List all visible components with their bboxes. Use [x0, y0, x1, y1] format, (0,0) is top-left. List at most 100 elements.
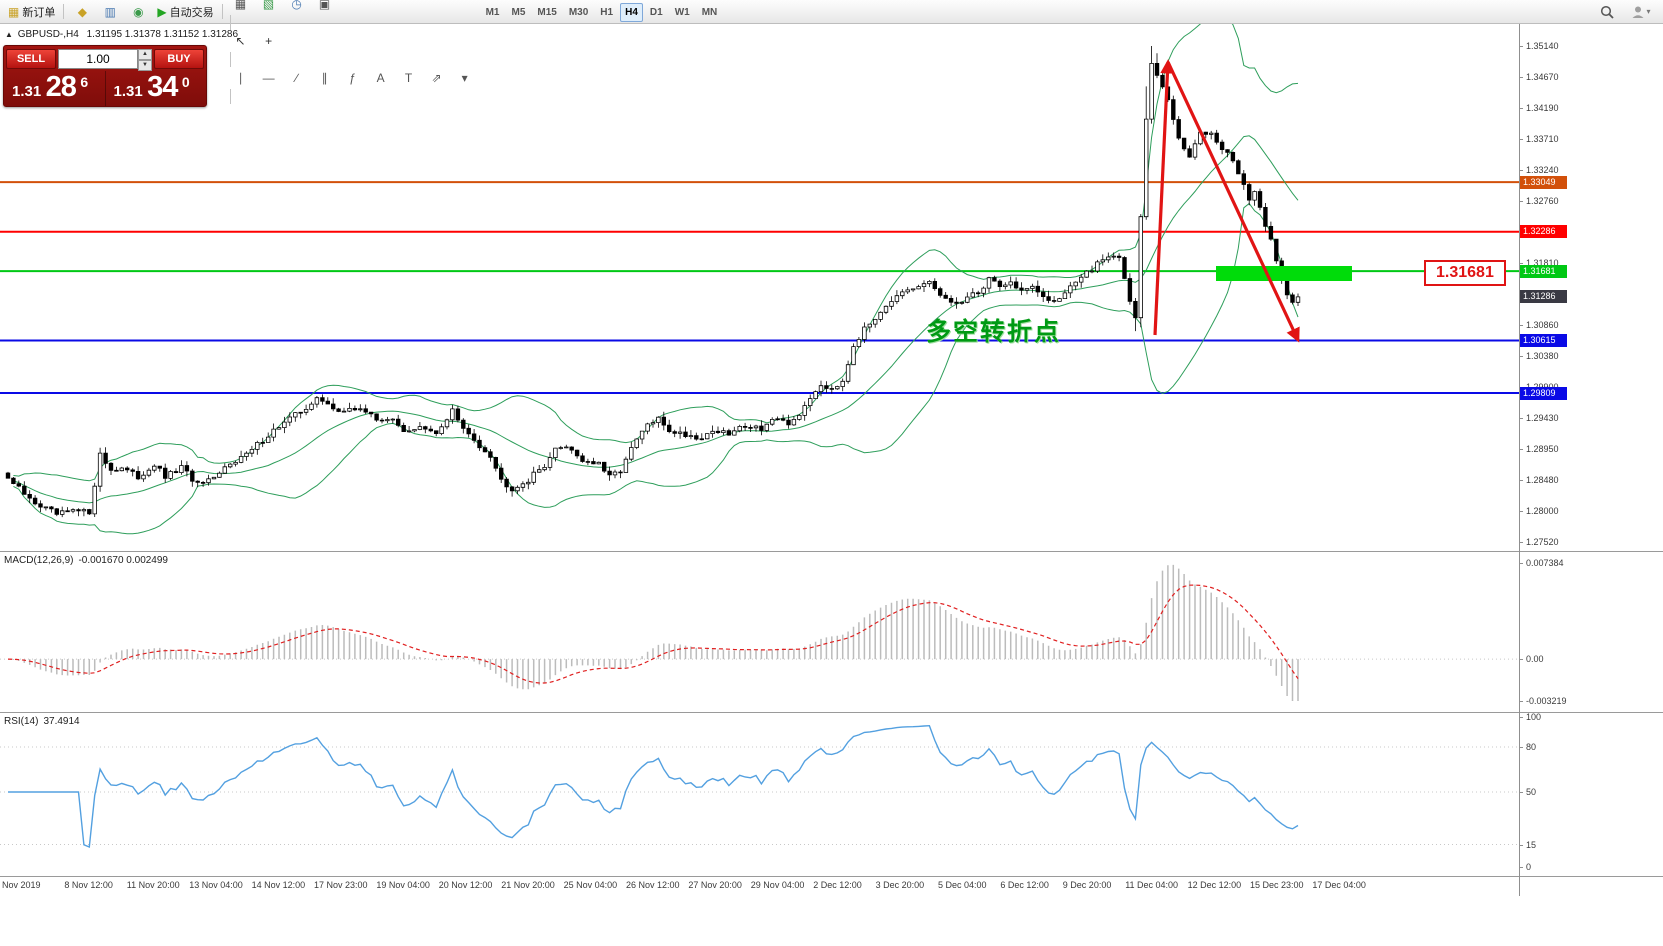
rsi-scale-label: 80 [1526, 742, 1537, 752]
sell-price-prefix: 1.31 [12, 82, 42, 100]
search-button[interactable] [1593, 1, 1621, 23]
timeframe-m30[interactable]: M30 [568, 6, 589, 18]
text-label-icon: T [404, 71, 413, 85]
red-arrow-up[interactable] [1153, 59, 1175, 336]
autotrade-label: 自动交易 [169, 6, 214, 19]
time-axis-label: Nov 2019 [2, 880, 41, 890]
cursor-button[interactable]: ↖ [227, 30, 255, 52]
timeframe-d1[interactable]: D1 [649, 6, 663, 18]
price-badge-1.32286: 1.32286 [1520, 225, 1567, 239]
macd-scale-label: 0.007384 [1526, 558, 1564, 568]
arrows-tool-icon: ⇗ [431, 71, 442, 85]
price-tick-label: 1.34670 [1526, 71, 1559, 82]
timeframe-m15[interactable]: M15 [537, 6, 557, 18]
timeframe-m1[interactable]: M1 [485, 6, 500, 18]
green-highlight-rectangle[interactable] [1216, 266, 1352, 281]
macd-indicator-panel[interactable] [0, 552, 1519, 712]
new-order-icon: ▦ [8, 4, 20, 19]
rsi-indicator-panel[interactable] [0, 713, 1519, 876]
rsi-scale-label: 15 [1526, 839, 1537, 850]
shapes-dropdown-button[interactable]: ▾ [451, 67, 479, 89]
timeframe-m5[interactable]: M5 [511, 6, 526, 18]
toolbar-separator [229, 15, 231, 30]
main-price-chart[interactable] [0, 24, 1519, 551]
sell-price-button[interactable]: 1.31 28 6 [4, 71, 105, 106]
account-button[interactable]: ▾ [1627, 1, 1655, 23]
period-clock-button[interactable]: ◷ [283, 0, 311, 15]
timeframe-h1[interactable]: H1 [600, 6, 614, 18]
autotrade-button[interactable]: ▶ 自动交易 [153, 1, 217, 23]
buy-price-big: 34 [147, 70, 178, 103]
macd-title: MACD(12,26,9) [4, 555, 74, 566]
price-scale-separator [1519, 24, 1520, 896]
buy-price-button[interactable]: 1.31 34 0 [104, 70, 207, 106]
red-arrow-down[interactable] [1166, 61, 1300, 343]
time-axis-separator [0, 876, 1663, 877]
navigator-icon: ◉ [133, 4, 144, 19]
autotrade-icon: ▶ [157, 4, 167, 19]
crosshair-button[interactable]: + [255, 30, 283, 52]
text-icon: A [376, 71, 385, 85]
buy-price-pip: 0 [181, 73, 190, 90]
timeframe-w1[interactable]: W1 [674, 6, 690, 18]
time-axis-label: 29 Nov 04:00 [750, 880, 805, 890]
time-axis-label: 19 Nov 04:00 [376, 880, 430, 890]
new-order-button[interactable]: ▦ 新订单 [4, 1, 59, 23]
arrows-tool-button[interactable]: ⇗ [423, 67, 451, 89]
template-button[interactable]: ▣ [311, 0, 339, 15]
timeframe-h4[interactable]: H4 [620, 2, 643, 22]
rsi-tick [1519, 792, 1523, 793]
new-chart-button[interactable]: ▧ [255, 0, 283, 15]
price-tick [1519, 355, 1523, 357]
navigator-button[interactable]: ◉ [124, 1, 152, 23]
panel-separator[interactable] [0, 551, 1663, 552]
tile-windows-icon: ▦ [234, 0, 247, 11]
new-chart-icon: ▧ [262, 0, 275, 11]
price-tick-label: 1.34190 [1526, 102, 1559, 113]
symbol-collapse-icon[interactable]: ▲ [5, 30, 13, 39]
text-label-button[interactable]: T [395, 67, 423, 89]
price-badge-1.30615: 1.30615 [1520, 334, 1567, 348]
price-callout-label[interactable]: 1.31681 [1424, 260, 1506, 286]
volume-decrease-button[interactable]: ▼ [138, 60, 152, 71]
horizontal-line-button[interactable]: — [255, 67, 283, 89]
text-button[interactable]: A [367, 67, 395, 89]
time-axis-label: 17 Nov 23:00 [314, 880, 368, 890]
price-tick [1519, 169, 1523, 171]
timeframe-mn[interactable]: MN [701, 6, 718, 18]
macd-histogram [12, 564, 1299, 701]
volume-input[interactable] [58, 49, 138, 69]
toolbar-separator [229, 52, 231, 67]
trendline-button[interactable]: ∕ [283, 67, 311, 89]
price-tick-label: 1.35140 [1526, 41, 1559, 51]
time-axis-label: 13 Nov 04:00 [189, 880, 243, 890]
macd-header: MACD(12,26,9) -0.001670 0.002499 [4, 555, 168, 566]
market-watch-button[interactable]: ◆ [68, 1, 96, 23]
toolbar-separator [63, 4, 65, 19]
price-tick-label: 1.30380 [1526, 350, 1559, 361]
data-window-button[interactable]: ▥ [96, 1, 124, 23]
shapes-dropdown-icon: ▾ [461, 71, 468, 85]
tile-windows-button[interactable]: ▦ [227, 0, 255, 15]
buy-button[interactable]: BUY [154, 49, 204, 69]
price-tick [1519, 46, 1523, 47]
toolbar-separator [221, 4, 223, 19]
price-tick-label: 1.28000 [1526, 505, 1559, 516]
crosshair-icon: + [265, 34, 273, 48]
vertical-line-button[interactable]: ∣ [227, 67, 255, 89]
turning-point-annotation[interactable]: 多空转折点 [926, 318, 1062, 346]
volume-increase-button[interactable]: ▲ [138, 49, 152, 60]
horizontal-line-icon: — [262, 71, 275, 85]
panel-separator[interactable] [0, 712, 1663, 713]
price-badge-1.31681: 1.31681 [1520, 264, 1567, 278]
rsi-value: 37.4914 [43, 716, 80, 727]
time-axis-label: 14 Nov 12:00 [251, 880, 306, 890]
fibonacci-button[interactable]: ƒ [339, 67, 367, 89]
price-tick-label: 1.29430 [1526, 412, 1559, 423]
time-axis-label: 27 Nov 20:00 [688, 880, 742, 890]
macd-tick [1519, 563, 1523, 564]
symbol-ohlc-info: ▲ GBPUSD-,H4 1.31195 1.31378 1.31152 1.3… [5, 29, 238, 40]
channel-button[interactable]: ∥ [311, 67, 339, 89]
sell-button[interactable]: SELL [6, 49, 56, 69]
price-tick [1519, 417, 1523, 419]
